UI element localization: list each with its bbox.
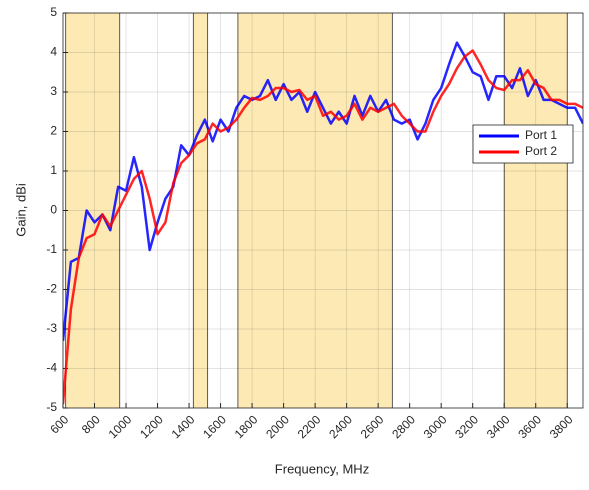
y-tick-label: -4 <box>46 361 57 375</box>
shaded-band <box>237 13 393 408</box>
x-tick-label: 1200 <box>137 412 166 441</box>
x-tick-label: 3000 <box>421 412 450 441</box>
x-tick-label: 3400 <box>484 412 513 441</box>
y-tick-label: -2 <box>46 282 57 296</box>
y-tick-label: -3 <box>46 321 57 335</box>
axes-box <box>62 12 584 409</box>
series-line <box>63 41 583 341</box>
legend-box <box>472 124 574 164</box>
y-tick-label: 5 <box>50 5 57 19</box>
x-tick-label: 2800 <box>389 412 418 441</box>
shaded-band <box>193 13 208 408</box>
x-tick-label: 1400 <box>169 412 198 441</box>
y-tick-label: 1 <box>50 163 57 177</box>
y-tick-label: -1 <box>46 242 57 256</box>
y-tick-label: 4 <box>50 45 57 59</box>
legend-label: Port 1 <box>525 128 557 142</box>
x-tick-label: 3200 <box>452 412 481 441</box>
x-tick-label: 1000 <box>106 412 135 441</box>
y-tick-label: 0 <box>50 203 57 217</box>
x-tick-label: 800 <box>79 412 103 436</box>
x-tick-label: 1800 <box>232 412 261 441</box>
x-tick-label: 3600 <box>515 412 544 441</box>
x-tick-label: 600 <box>47 412 71 436</box>
x-tick-label: 1600 <box>200 412 229 441</box>
series-line <box>63 49 583 405</box>
y-tick-label: -5 <box>46 400 57 414</box>
x-tick-label: 2200 <box>295 412 324 441</box>
x-axis-label: Frequency, MHz <box>275 461 369 476</box>
y-tick-label: 3 <box>50 84 57 98</box>
x-tick-label: 2000 <box>263 412 292 441</box>
y-axis-label: Gain, dBi <box>13 183 28 237</box>
legend-label: Port 2 <box>525 144 557 158</box>
x-tick-label: 2600 <box>358 412 387 441</box>
shaded-band <box>65 13 120 408</box>
y-tick-label: 2 <box>50 124 57 138</box>
x-tick-label: 2400 <box>326 412 355 441</box>
x-tick-label: 3800 <box>547 412 576 441</box>
